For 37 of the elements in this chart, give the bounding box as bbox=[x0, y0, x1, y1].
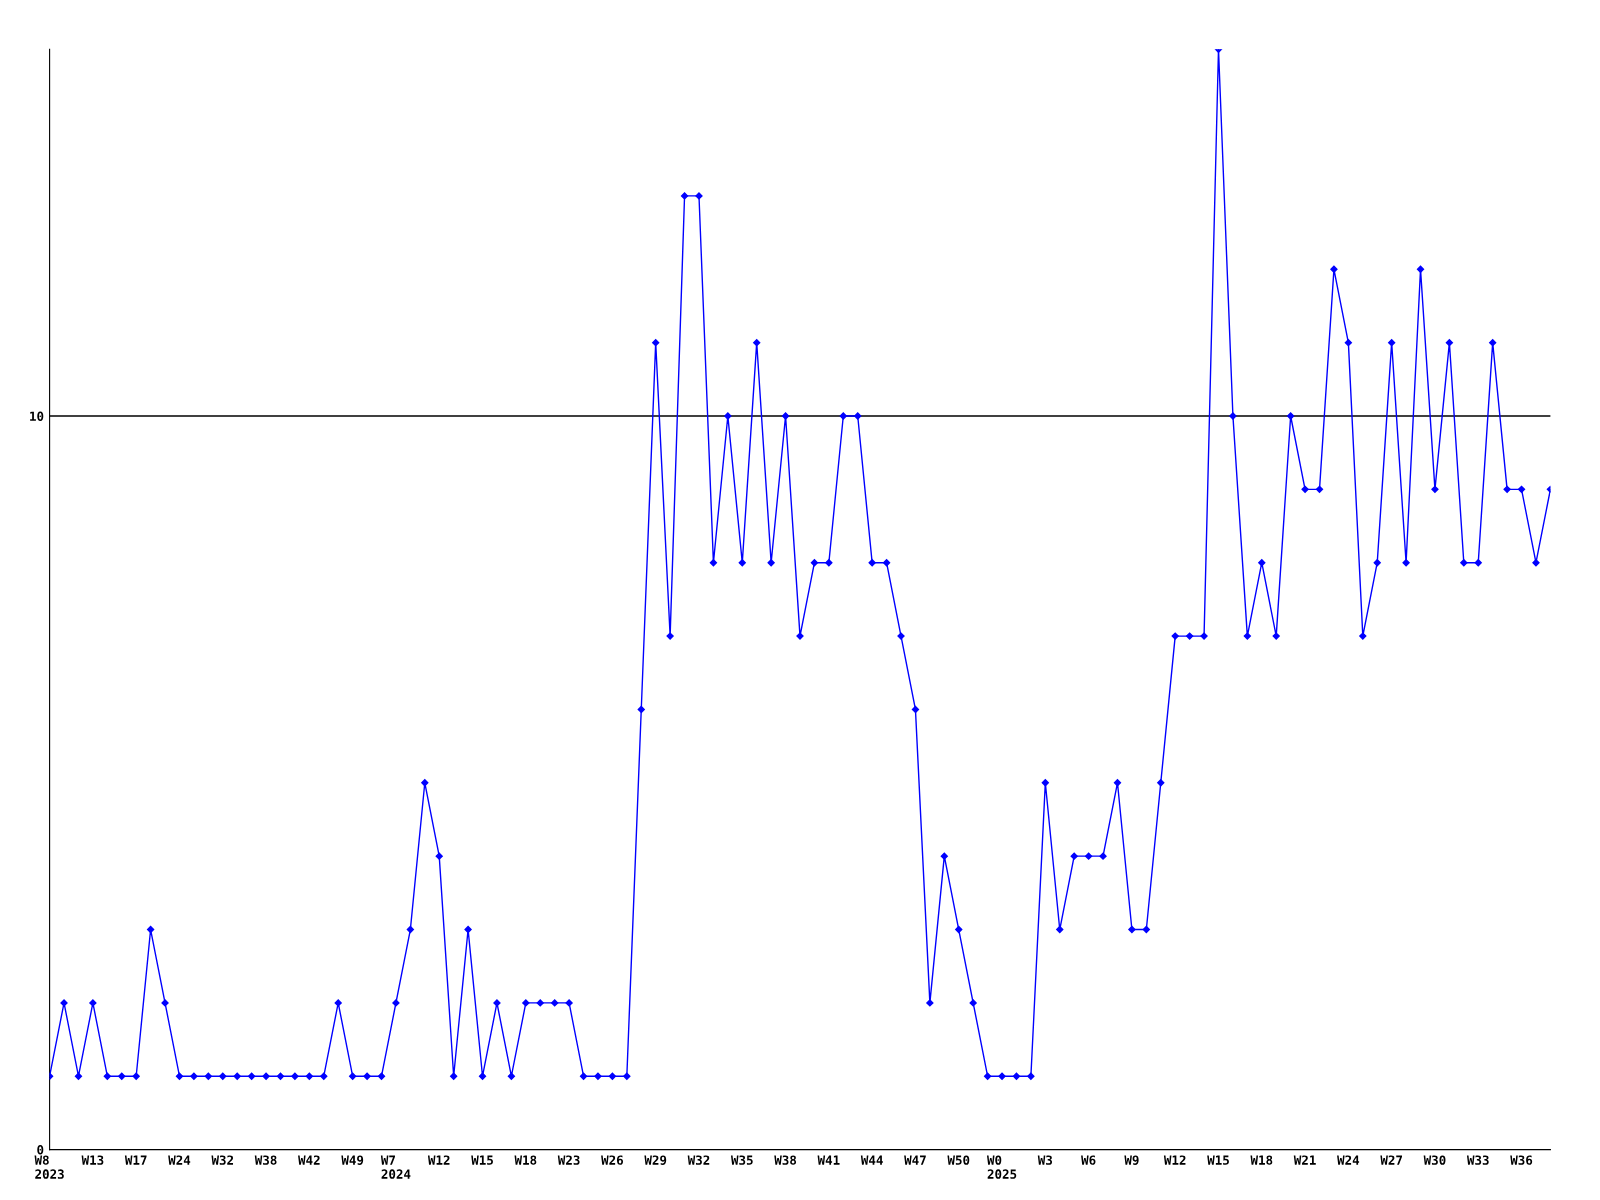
x-tick-label: W3 bbox=[1037, 1155, 1053, 1165]
x-tick-label: W35 bbox=[730, 1155, 753, 1165]
x-tick-label: W12 bbox=[427, 1155, 450, 1165]
x-tick-label: W18 bbox=[514, 1155, 537, 1165]
x-tick-label: W44 bbox=[860, 1155, 883, 1165]
x-tick-label: W27 bbox=[1380, 1155, 1403, 1165]
x-tick-label: W24 bbox=[1337, 1155, 1360, 1165]
x-tick-label: W32 bbox=[211, 1155, 234, 1165]
x-tick-label: W18 bbox=[1250, 1155, 1273, 1165]
x-tick-label: W38 bbox=[254, 1155, 277, 1165]
y-tick-label: 0 bbox=[37, 1145, 44, 1155]
x-tick-label: W33 bbox=[1466, 1155, 1489, 1165]
x-tick-label: W32 bbox=[687, 1155, 710, 1165]
x-tick-label: W38 bbox=[774, 1155, 797, 1165]
x-tick-label: W12 bbox=[1163, 1155, 1186, 1165]
x-tick-label: W30 bbox=[1423, 1155, 1446, 1165]
x-tick-label: W29 bbox=[644, 1155, 667, 1165]
x-tick-label: W15 bbox=[1207, 1155, 1229, 1165]
x-tick-label: W26 bbox=[601, 1155, 624, 1165]
x-tick-label: W17 bbox=[124, 1155, 147, 1165]
x-tick-label: W24 bbox=[168, 1155, 191, 1165]
x-tick-label: W41 bbox=[817, 1155, 840, 1165]
x-tick-label: W50 bbox=[947, 1155, 970, 1165]
x-tick-label: W6 bbox=[1081, 1155, 1096, 1165]
x-tick-label: W47 bbox=[904, 1155, 926, 1165]
x-tick-label: W7 2024 bbox=[380, 1155, 411, 1179]
x-tick-label: W49 bbox=[341, 1155, 364, 1165]
x-tick-label: W0 2025 bbox=[986, 1155, 1017, 1179]
x-tick-label: W8 2023 bbox=[34, 1155, 64, 1179]
x-tick-label: W21 bbox=[1293, 1155, 1316, 1165]
x-tick-label: W13 bbox=[81, 1155, 104, 1165]
x-tick-label: W15 bbox=[471, 1155, 493, 1165]
y-tick-label: 10 bbox=[30, 411, 44, 421]
x-tick-label: W23 bbox=[557, 1155, 580, 1165]
x-tick-label: W9 bbox=[1124, 1155, 1139, 1165]
x-tick-label: W42 bbox=[298, 1155, 320, 1165]
x-tick-label: W36 bbox=[1510, 1155, 1533, 1165]
